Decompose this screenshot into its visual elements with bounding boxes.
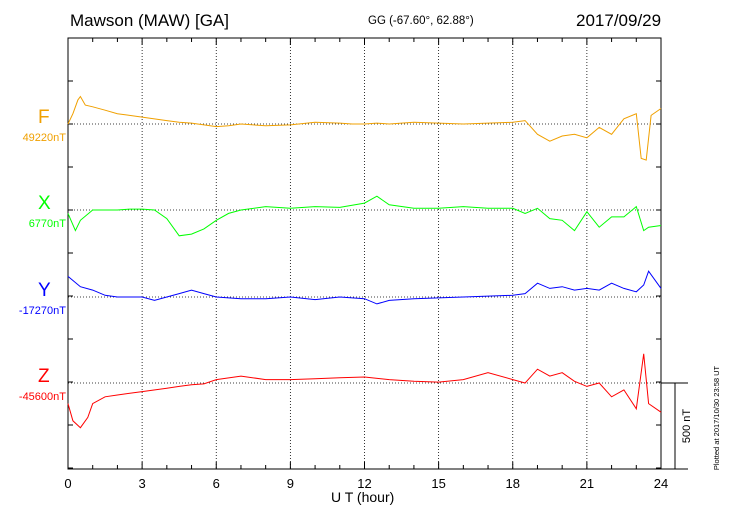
coordinates: GG (-67.60°, 62.88°) [368,15,474,27]
component-name-f: F [38,107,50,128]
series-line-x [67,195,662,237]
plotted-timestamp: Plotted at 2017/10/30 23:58 UT [712,365,721,471]
x-tick-label: 0 [64,476,71,491]
x-axis-label: U T (hour) [331,489,395,505]
x-tick-label: 24 [654,476,668,491]
date-label: 2017/09/29 [576,11,662,30]
scale-bar-label: 500 nT [681,409,693,444]
axis-ticks: 0 3 6 9 12 15 18 21 24 [64,38,668,491]
component-name-y: Y [38,280,51,301]
x-tick-label: 18 [506,476,520,491]
series-lines [67,95,662,429]
x-tick-label: 3 [139,476,146,491]
baseline-value-y: -17270nT [18,305,66,317]
grid [141,38,588,469]
x-tick-label: 9 [287,476,294,491]
x-tick-label: 6 [213,476,220,491]
baseline-value-z: -45600nT [18,391,66,403]
scale-bar: 500 nT [661,382,693,470]
series-line-y [67,270,662,305]
series-line-f [67,95,662,161]
series-line-z [67,353,662,429]
baseline-value-x: 6770nT [28,218,66,230]
x-tick-label: 21 [580,476,594,491]
station-title: Mawson (MAW) [GA] [70,11,229,30]
component-name-x: X [38,193,51,214]
x-tick-label: 12 [357,476,371,491]
x-tick-label: 15 [431,476,445,491]
component-name-z: Z [38,366,50,387]
baseline-value-f: 49220nT [22,132,66,144]
